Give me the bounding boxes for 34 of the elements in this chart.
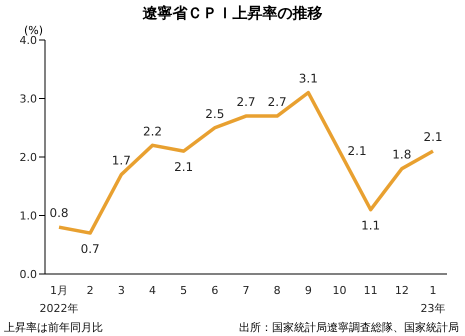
y-tick-label: 3.0 — [20, 92, 37, 106]
data-label: 2.7 — [268, 95, 287, 110]
data-label: 2.7 — [236, 95, 256, 110]
x-tick-label: 9 — [304, 284, 312, 297]
data-label: 0.7 — [80, 242, 100, 256]
text: 出所：国家統計局遼寧調査総隊、国家統計局 — [239, 320, 459, 335]
y-axis-title: (%) — [24, 24, 44, 37]
x-tick-label: 12 — [394, 284, 409, 297]
x-tick-label: 11 — [364, 284, 378, 297]
data-label: 2.1 — [423, 130, 443, 144]
data-label: 2.5 — [205, 106, 224, 121]
x-tick-label: 10 — [332, 284, 346, 297]
x-tick-label: 1月 2022年 — [40, 284, 78, 315]
x-tick-label: 4 — [149, 284, 156, 297]
data-label: 2.2 — [142, 124, 162, 138]
data-label: 0.8 — [49, 206, 69, 220]
chart-title: 遼寧省ＣＰＩ上昇率の推移 — [142, 4, 324, 23]
x-tick-label: 6 — [211, 284, 218, 297]
data-label: 2.1 — [348, 144, 367, 158]
x-tick-label: 8 — [274, 284, 281, 297]
data-label: 2.1 — [174, 160, 194, 174]
x-tick-label: 1 23年 — [420, 284, 446, 315]
x-tick-label: 2 — [86, 284, 94, 297]
text: 上昇率は前年同月比 — [4, 320, 103, 335]
x-tick-label: 7 — [242, 284, 250, 297]
data-label: 1.7 — [112, 154, 131, 168]
y-tick-label: 1.0 — [20, 209, 37, 222]
y-tick-label: 2.0 — [20, 150, 37, 164]
data-label: 1.1 — [361, 218, 380, 233]
data-label: 3.1 — [298, 72, 318, 86]
x-tick-label: 5 — [180, 284, 188, 297]
y-tick-label: 0.0 — [20, 268, 37, 281]
x-tick-label: 3 — [118, 284, 125, 297]
data-label: 1.8 — [392, 148, 412, 162]
